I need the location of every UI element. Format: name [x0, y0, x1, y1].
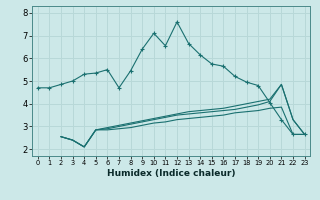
X-axis label: Humidex (Indice chaleur): Humidex (Indice chaleur) [107, 169, 236, 178]
